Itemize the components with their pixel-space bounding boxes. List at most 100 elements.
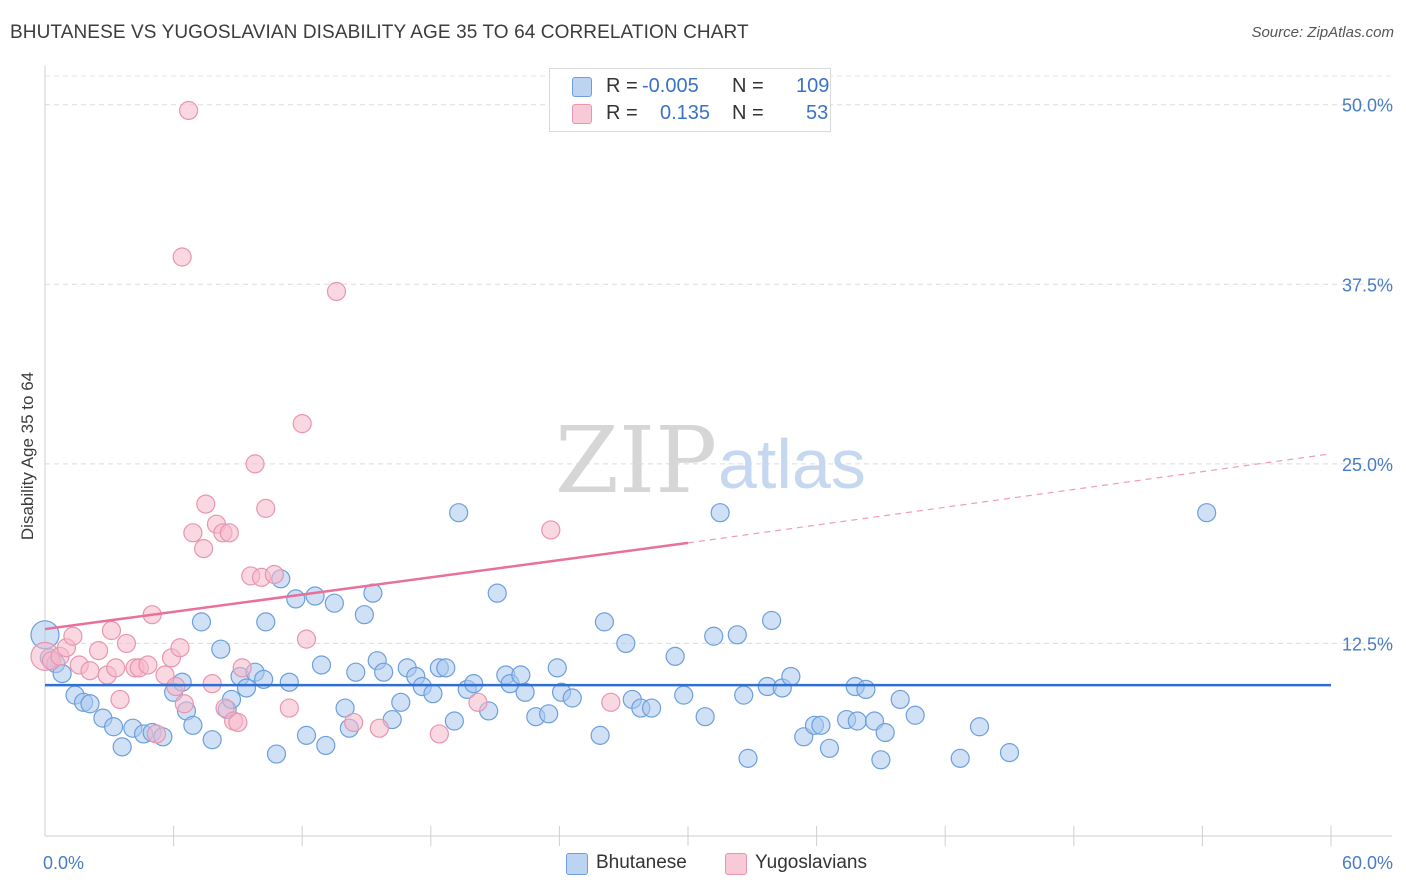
legend-n-value: 53: [806, 102, 829, 124]
yugoslavian-point: [256, 498, 276, 518]
bhutanese-point: [374, 662, 394, 682]
bhutanese-point: [423, 684, 443, 704]
yugoslavian-point: [264, 564, 284, 585]
yugoslavian-point: [179, 100, 199, 121]
yugoslavian-point: [146, 724, 167, 744]
bottom-legend-label: Bhutanese: [596, 852, 687, 873]
x-tick-label-min: 0.0%: [43, 853, 84, 873]
yugoslavian-point: [541, 520, 561, 540]
y-tick-label: 12.5%: [1342, 634, 1393, 654]
bhutanese-point: [890, 689, 910, 710]
yugoslavian-point: [172, 247, 192, 267]
bhutanese-point: [444, 711, 464, 731]
yugoslavian-point: [88, 641, 109, 661]
bhutanese-point: [211, 639, 231, 659]
bhutanese-point: [710, 503, 730, 523]
yugoslavian-point: [344, 712, 364, 733]
bhutanese-point: [562, 688, 582, 708]
bhutanese-point: [704, 626, 724, 646]
legend-r-value: 0.135: [660, 102, 711, 124]
bhutanese-point: [616, 633, 636, 654]
bhutanese-point: [641, 698, 662, 718]
y-tick-labels: 12.5% 25.0% 37.5% 50.0%: [1342, 96, 1393, 655]
bhutanese-point: [738, 748, 758, 768]
legend-n-value: 109: [796, 75, 830, 97]
yugoslavian-point: [292, 414, 312, 434]
bhutanese-point: [354, 605, 374, 625]
bhutanese-point: [279, 672, 299, 692]
correlation-legend: R = -0.005 N = 109 R = 0.135 N = 53: [549, 68, 831, 132]
yugoslavian-point: [279, 698, 299, 718]
yugoslavian-point: [202, 674, 222, 694]
trend-lines: [44, 453, 1332, 687]
watermark-atlas: atlas: [718, 425, 866, 503]
yugoslavian-point: [106, 658, 126, 678]
legend-r-label: R =: [606, 102, 638, 124]
legend-n-label: N =: [732, 102, 764, 124]
x-tick-label-max: 60.0%: [1342, 853, 1393, 873]
bhutanese-point: [856, 679, 876, 700]
bhutanese-point: [487, 583, 507, 603]
watermark: ZIP atlas: [555, 407, 866, 514]
yugoslavian-point: [245, 454, 265, 474]
bhutanese-point: [515, 682, 535, 702]
bhutanese-point: [695, 707, 715, 727]
bhutanese-point: [590, 725, 610, 745]
bhutanese-point: [871, 750, 891, 770]
bhutanese-point: [674, 685, 694, 705]
yugoslavian-point: [296, 629, 317, 649]
y-tick-label: 25.0%: [1342, 455, 1393, 475]
bhutanese-point: [464, 674, 484, 694]
bhutanese-point: [236, 678, 257, 698]
yugoslavian-point: [194, 539, 214, 559]
source-label: Source: ZipAtlas.com: [1251, 24, 1394, 41]
legend-r-label: R =: [606, 75, 638, 97]
bhutanese-point: [539, 704, 559, 724]
chart-title: BHUTANESE VS YUGOSLAVIAN DISABILITY AGE …: [10, 22, 749, 43]
bhutanese-point: [847, 711, 867, 731]
bhutanese-point: [256, 612, 276, 632]
bhutanese-point: [391, 692, 411, 712]
bhutanese-point: [103, 717, 124, 737]
bhutanese-point: [324, 593, 344, 613]
bhutanese-point: [449, 503, 469, 523]
bhutanese-point: [335, 698, 355, 718]
legend-swatch-blue: [572, 77, 592, 97]
bhutanese-point: [665, 646, 685, 666]
bhutanese-point: [316, 735, 336, 756]
grid-lines: [45, 75, 1392, 644]
yugoslavian-point: [429, 724, 449, 744]
yugoslavian-point: [110, 689, 130, 710]
legend-n-label: N =: [732, 75, 764, 97]
bhutanese-point: [1197, 503, 1217, 523]
bhutanese-point: [266, 744, 287, 764]
yugoslavian-point: [174, 694, 194, 714]
yugoslavian-points: [30, 100, 621, 744]
yugoslavian-point: [219, 523, 239, 543]
bhutanese-point: [875, 722, 895, 743]
bottom-legend-swatch-pink: [725, 853, 747, 875]
bhutanese-point: [202, 730, 222, 750]
yugoslavian-point: [170, 638, 190, 658]
bhutanese-point: [761, 610, 782, 631]
yugoslavian-trend-line: [44, 541, 689, 631]
yugoslavian-point: [196, 494, 216, 514]
yugoslavian-point: [80, 661, 100, 681]
yugoslavian-point: [468, 692, 488, 712]
bottom-legend-label: Yugoslavians: [755, 852, 867, 873]
axes: [44, 66, 1392, 846]
yugoslavian-point: [326, 281, 347, 302]
bhutanese-point: [311, 655, 332, 675]
bhutanese-point: [594, 612, 615, 632]
yugoslavian-point: [166, 676, 186, 697]
bhutanese-point: [80, 694, 100, 714]
bhutanese-point: [999, 743, 1020, 763]
bhutanese-point: [734, 685, 754, 705]
yugoslavian-point: [101, 620, 122, 641]
legend-swatch-pink: [572, 104, 592, 124]
bhutanese-point: [183, 715, 203, 735]
bhutanese-point: [969, 717, 990, 737]
bhutanese-point: [950, 748, 970, 768]
bhutanese-point: [305, 586, 325, 606]
